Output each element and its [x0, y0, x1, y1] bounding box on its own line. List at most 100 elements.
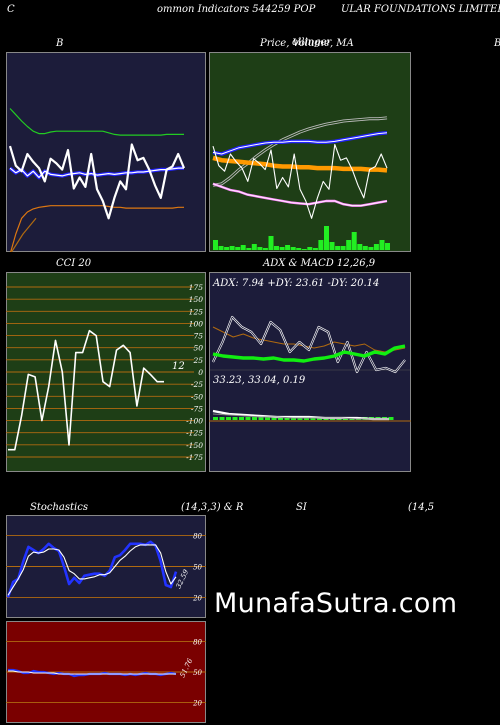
- minus-dy-line: [212, 326, 406, 353]
- volume-bar: [346, 240, 352, 250]
- cci-chart: 175 150 125 100 75 50 25 0 -25 -50 -75 -100 -125 -150…: [6, 272, 206, 472]
- volume-bar: [213, 240, 218, 250]
- volume-bar: [246, 248, 252, 250]
- volume-bar: [368, 247, 374, 250]
- lower-band-entry: [10, 217, 37, 252]
- macd-histogram-bar: [258, 417, 264, 420]
- volume-bar: [296, 248, 302, 250]
- cci-tick-label: -150: [186, 441, 203, 450]
- lower-ma-inner: [212, 183, 388, 207]
- volume-bar: [279, 247, 285, 250]
- volume-bar: [290, 247, 296, 250]
- cci-tick-label: 125: [189, 307, 204, 316]
- stoch-d-line: [7, 544, 177, 596]
- adx-line: [212, 344, 406, 363]
- upper-band-line: [9, 108, 184, 136]
- cci-tick-label: -175: [186, 453, 203, 462]
- volume-bar: [329, 242, 335, 250]
- bollinger-chart: [6, 52, 206, 252]
- macd-histogram-bar: [278, 417, 283, 420]
- rsi-tick-label: 20: [192, 700, 202, 708]
- stoch-tick-label: 20: [192, 594, 202, 602]
- macd-values-label: 33.23, 33.04, 0.19: [213, 375, 306, 386]
- panel-background: [209, 272, 411, 472]
- macd-histogram-bar: [388, 417, 394, 420]
- middle-band-inner-line: [9, 167, 184, 179]
- volume-bar: [285, 245, 291, 250]
- volume-bar: [307, 247, 313, 250]
- cci-title: CCI 20: [56, 258, 92, 269]
- cci-tick-label: -25: [191, 380, 203, 389]
- macd-histogram-bar: [213, 417, 218, 420]
- cci-last-value: 12: [172, 361, 185, 372]
- rsi-tick-label: 50: [193, 669, 202, 677]
- rsi-tick-label: 80: [193, 638, 202, 646]
- volume-bar: [385, 243, 390, 250]
- lower-band-line: [10, 205, 184, 252]
- plus-dy-inner: [212, 316, 406, 373]
- adx-macd-chart: ADX: 7.94 +DY: 23.61 -DY: 20.14 33.23, 33…: [209, 272, 411, 472]
- macd-histogram-bar: [245, 417, 251, 420]
- short-ma-line: [212, 155, 388, 173]
- macd-line: [212, 409, 389, 421]
- price-volume-chart: [209, 52, 411, 252]
- rsi-title: SI: [296, 502, 307, 513]
- panel-background: [209, 52, 411, 252]
- volume-bar: [229, 246, 235, 250]
- price-title-overlay: ollinger: [292, 37, 332, 48]
- stoch-params: (14,3,3) & R: [181, 502, 244, 513]
- volume-bar: [240, 245, 246, 250]
- header-right: ULAR FOUNDATIONS LIMITED mu: [341, 4, 500, 15]
- volume-bar: [224, 247, 230, 250]
- volume-bar: [257, 247, 263, 250]
- cci-tick-label: 175: [189, 283, 204, 292]
- mid-ma-inner: [212, 132, 388, 155]
- cci-line: [8, 329, 164, 451]
- volume-bar: [373, 244, 379, 250]
- volume-bar: [251, 244, 257, 250]
- macd-histogram-bar: [232, 417, 238, 420]
- volume-bar: [379, 240, 385, 250]
- cci-tick-label: 50: [193, 344, 203, 353]
- header-left: C: [7, 4, 15, 15]
- price-line: [8, 143, 186, 220]
- cci-tick-label: 150: [189, 295, 204, 304]
- price-title: Price, Volume, MA: [260, 38, 354, 49]
- macd-histogram-bar: [226, 417, 231, 420]
- stoch-k-line: [6, 540, 178, 598]
- stoch-title: Stochastics: [30, 502, 88, 513]
- macd-histogram-bar: [284, 417, 290, 420]
- volume-bar: [218, 246, 224, 250]
- volume-bar: [340, 246, 346, 250]
- rsi-chart: 80 50 20 51.76: [6, 621, 206, 723]
- panel-background: [6, 52, 206, 252]
- macd-histogram-bar: [271, 417, 277, 420]
- stoch-tick-label: 80: [193, 533, 202, 541]
- volume-bar: [274, 246, 279, 250]
- volume-bar: [268, 236, 274, 250]
- volume-bar: [362, 246, 368, 250]
- stochastics-chart: 80 50 20 32.59: [6, 515, 206, 618]
- macd-signal-line: [212, 413, 389, 420]
- macd-histogram-bar: [265, 417, 270, 420]
- cci-tick-label: 0: [198, 368, 203, 377]
- volume-bar: [324, 226, 329, 250]
- cci-tick-label: 100: [189, 319, 204, 328]
- stoch-tick-label: 50: [193, 564, 202, 572]
- bollinger-title: B: [56, 38, 64, 49]
- volume-bar: [351, 232, 357, 250]
- right-edge-title: B: [494, 38, 500, 49]
- macd-histogram-bar: [252, 417, 257, 420]
- cci-tick-label: -125: [186, 429, 203, 438]
- cci-tick-label: 25: [192, 356, 203, 365]
- macd-histogram-bar: [239, 417, 244, 420]
- rsi-params: (14,5: [408, 502, 435, 513]
- volume-bar: [235, 247, 241, 250]
- volume-bar: [312, 248, 318, 250]
- volume-bar: [318, 240, 324, 250]
- cci-tick-label: -75: [191, 404, 203, 413]
- volume-bar: [357, 244, 363, 250]
- volume-bar: [301, 249, 307, 250]
- watermark: MunafaSutra.com: [214, 588, 458, 619]
- header-mid: ommon Indicators 544259 POP: [157, 4, 316, 15]
